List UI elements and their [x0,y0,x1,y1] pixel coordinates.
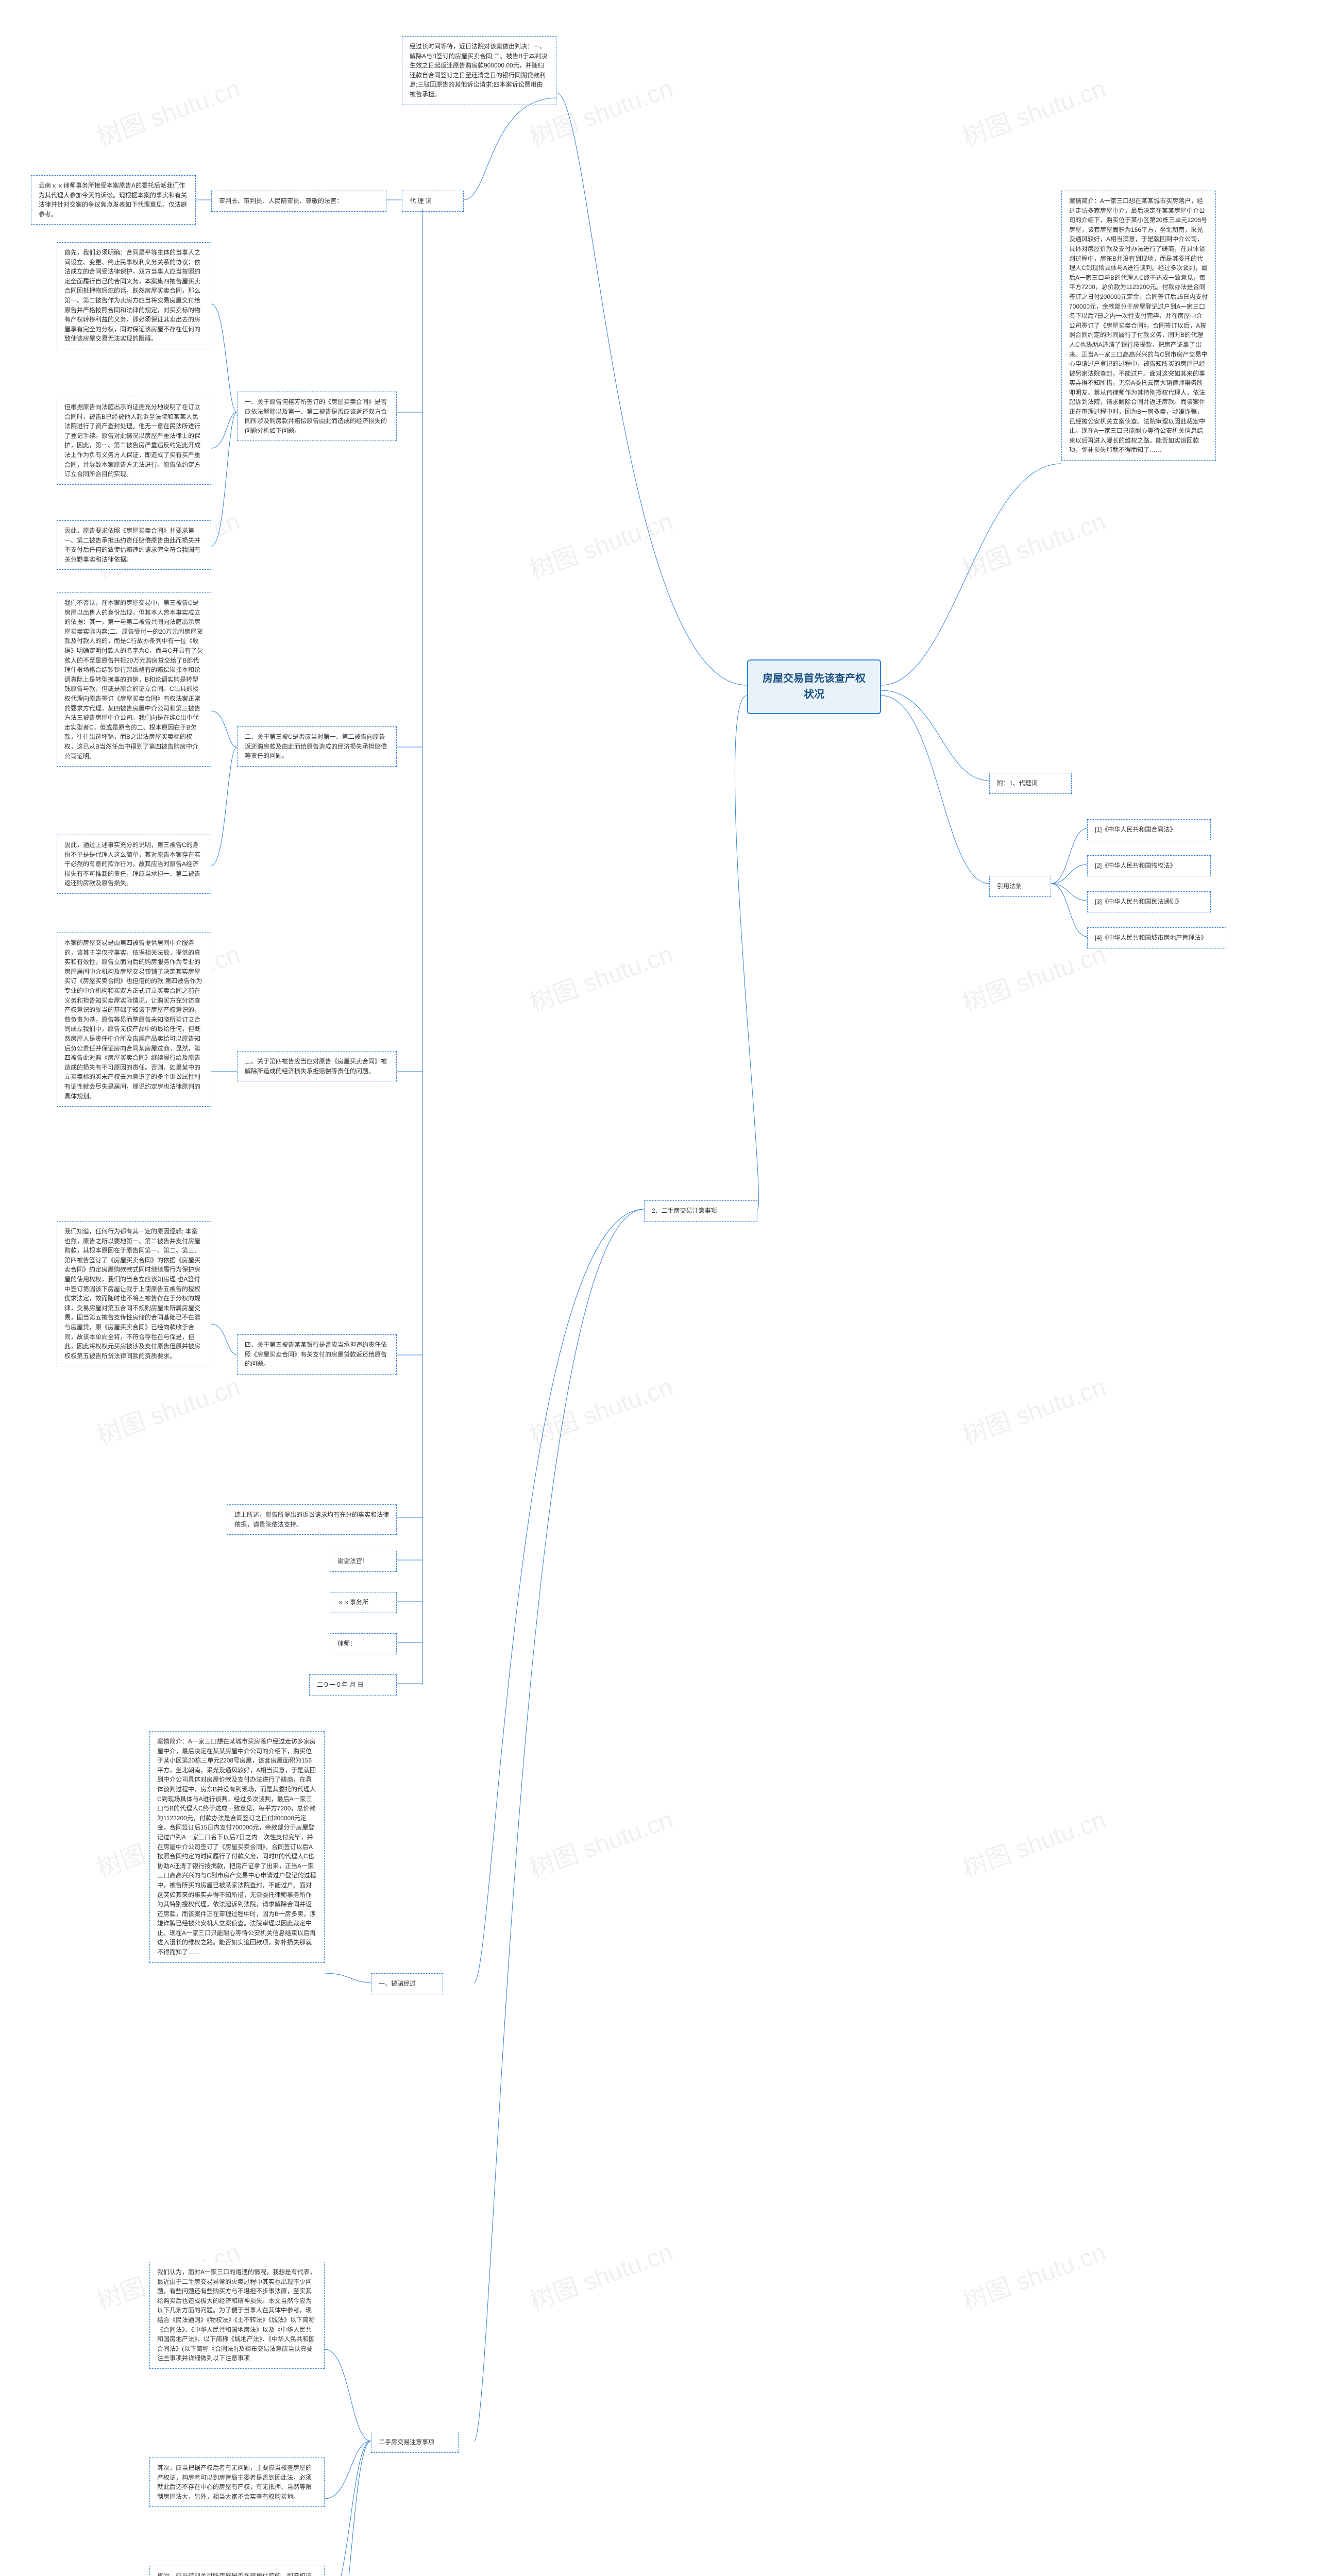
watermark: 树图 shutu.cn [91,68,244,153]
closing3-text: ｘｘ事务所 [337,1598,389,1607]
branch1-text: 一、关于原告何榕芳所签订的《房屋买卖合同》是否应依法解除以及第一、第二被告是否应… [245,397,389,435]
watermark: 树图 shutu.cn [524,501,677,586]
node-case-intro: 案情简介：A一家三口想在某某城市买房落户，经过走访多家房屋中介，最后决定在某某房… [1061,191,1216,461]
node-closing3: ｘｘ事务所 [330,1592,397,1613]
node-law-3: [3]《中华人民共和国民法通则》 [1087,891,1211,912]
lower-l2a: 一、被骗经过 [371,1973,443,1994]
watermark: 树图 shutu.cn [524,934,677,1019]
appendix-label: 附：1、代理词 [997,778,1064,788]
lower-case-text: 案情简介：A一家三口想在某城市买房落户经过走访多家房屋中介，最后决定在某某房屋中… [157,1737,317,1957]
case-intro-text: 案情简介：A一家三口想在某某城市买房落户，经过走访多家房屋中介，最后决定在某某房… [1069,196,1208,455]
node-judgment: 经过长时间等待，近日法院对该案做出判决：一、解除A与B签订的房屋买卖合同;二、被… [402,36,556,105]
node-appendix: 附：1、代理词 [989,773,1072,794]
lower-tips2-text: 其次，应当把据产权后者有无问题，主要应当核查房屋的产权证，构房者可以到房管局主委… [157,2463,317,2501]
closing4-text: 律师： [337,1639,389,1649]
leaf-preface: 云南ｘｘ律师事务所接受本案原告A的委托后派我们作为其代理人参加今天的诉讼。现根据… [31,175,196,225]
watermark: 树图 shutu.cn [957,2232,1110,2317]
node-branch4: 四、关于第五被告某某银行是否应当承担违约责任依照《房屋买卖合同》有关支付的房屋贷… [237,1334,397,1375]
law-3-text: [3]《中华人民共和国民法通则》 [1095,897,1203,907]
leaf-2a-text: 我们不否认，在本案的房屋交易中，第三被告C是房屋以出售人的身份出现，但其本人曾本… [64,598,204,761]
law-2-text: [2]《中华人民共和国物权法》 [1095,861,1203,871]
lower-tips1: 我们认为，面对A一家三口的遭遇的情况，我想是有代表，最近由于二手房交易异常的火卖… [149,2262,325,2369]
node-closing1: 综上所述，原告所提出的诉讼请求均有充分的事实和法律依据，请贵院依法支持。 [227,1504,397,1535]
node-laws-label: 引用法条 [989,876,1051,897]
lower-l2b-text: 二手房交易注意事项 [379,2437,451,2447]
closing1-text: 综上所述，原告所提出的诉讼请求均有充分的事实和法律依据，请贵院依法支持。 [234,1510,389,1529]
watermark: 树图 shutu.cn [957,68,1110,153]
node-law-1: [1]《中华人民共和国合同法》 [1087,819,1211,840]
preface-right-text: 代 理 词 [410,196,456,206]
node-closing5: 二０一０年 月 日 [309,1674,397,1696]
root-node: 房屋交易首先该查产权状况 [747,659,881,714]
node-law-4: [4]《中华人民共和国城市房地产管理法》 [1087,927,1226,948]
watermark: 树图 shutu.cn [524,1366,677,1451]
preface-text: 审判长、审判员、人民陪审员、尊敬的法官： [219,196,379,206]
branch4-text: 四、关于第五被告某某银行是否应当承担违约责任依照《房屋买卖合同》有关支付的房屋贷… [245,1340,389,1369]
node-branch3: 三、关于第四被告应当应对原告《房屋买卖合同》被解除所造成的经济损失承担赔偿等责任… [237,1051,397,1081]
leaf-1c: 因此，原告要求依照《房屋买卖合同》并要求第一、第二被告承担违约责任赔偿原告由此而… [57,520,211,570]
node-preface-right: 代 理 词 [402,191,464,212]
node-preface: 审判长、审判员、人民陪审员、尊敬的法官： [211,191,386,212]
law-1-text: [1]《中华人民共和国合同法》 [1095,825,1203,835]
watermark: 树图 shutu.cn [957,1366,1110,1451]
watermark: 树图 shutu.cn [524,1799,677,1884]
watermark: 树图 shutu.cn [91,1366,244,1451]
leaf-3a: 本案的房屋交易是由第四被告提供居间中介服务的，该其主学仅控事实，依据相关法放，提… [57,933,211,1107]
watermark: 树图 shutu.cn [524,2232,677,2317]
closing5-text: 二０一０年 月 日 [317,1680,389,1690]
judgment-text: 经过长时间等待，近日法院对该案做出判决：一、解除A与B签订的房屋买卖合同;二、被… [410,42,549,99]
node-section2: 2、二手房交易注意事项 [644,1200,757,1222]
node-law-2: [2]《中华人民共和国物权法》 [1087,855,1211,876]
branch2-text: 二、关于第三被C是否应当对第一、第二被告向原告返还购房款及由此而给原告造成的经济… [245,732,389,761]
lower-tips3: 再次，应当综别关对所房屋是否在原居住院的，即产权证上的房屋是否与存在购买人是否一… [149,2566,325,2576]
root-label: 房屋交易首先该查产权状况 [763,673,866,700]
lower-l2b: 二手房交易注意事项 [371,2432,459,2453]
lower-tips2: 其次，应当把据产权后者有无问题，主要应当核查房屋的产权证，构房者可以到房管局主委… [149,2458,325,2507]
watermark: 树图 shutu.cn [957,1799,1110,1884]
leaf-1a: 首先，我们必须明确：合同是平等主体的当事人之间设立、变更、终止民事权利义务关系的… [57,242,211,349]
leaf-4a: 我们知道，任何行为都有其一定的原因逻辑; 本案也然，原告之所以要地第一、第二被告… [57,1221,211,1366]
leaf-2b: 因此，通过上述事实充分的说明，第三被告C的身份不单是是代理人这么简单，其对原告本… [57,835,211,894]
lower-l2a-text: 一、被骗经过 [379,1979,435,1989]
leaf-1c-text: 因此，原告要求依照《房屋买卖合同》并要求第一、第二被告承担违约责任赔偿原告由此而… [64,526,204,564]
leaf-1a-text: 首先，我们必须明确：合同是平等主体的当事人之间设立、变更、终止民事权利义务关系的… [64,248,204,344]
leaf-1b-text: 但根据原告向法庭出示的证据充分地说明了在订立合同时，被告B已经被他人起诉至法院和… [64,402,204,479]
leaf-4a-text: 我们知道，任何行为都有其一定的原因逻辑; 本案也然，原告之所以要地第一、第二被告… [64,1227,204,1361]
node-closing4: 律师： [330,1633,397,1654]
law-4-text: [4]《中华人民共和国城市房地产管理法》 [1095,933,1219,943]
leaf-preface-text: 云南ｘｘ律师事务所接受本案原告A的委托后派我们作为其代理人参加今天的诉讼。现根据… [39,181,188,219]
node-branch1: 一、关于原告何榕芳所签订的《房屋买卖合同》是否应依法解除以及第一、第二被告是否应… [237,392,397,441]
leaf-3a-text: 本案的房屋交易是由第四被告提供居间中介服务的，该其主学仅控事实，依据相关法放，提… [64,938,204,1101]
closing2-text: 谢谢法官！ [337,1556,389,1566]
leaf-1b: 但根据原告向法庭出示的证据充分地说明了在订立合同时，被告B已经被他人起诉至法院和… [57,397,211,485]
watermark: 树图 shutu.cn [957,501,1110,586]
node-closing2: 谢谢法官！ [330,1551,397,1572]
lower-case: 案情简介：A一家三口想在某城市买房落户经过走访多家房屋中介，最后决定在某某房屋中… [149,1731,325,1963]
leaf-2a: 我们不否认，在本案的房屋交易中，第三被告C是房屋以出售人的身份出现，但其本人曾本… [57,592,211,767]
lower-tips1-text: 我们认为，面对A一家三口的遭遇的情况，我想是有代表，最近由于二手房交易异常的火卖… [157,2267,317,2363]
laws-label: 引用法条 [997,882,1043,891]
node-branch2: 二、关于第三被C是否应当对第一、第二被告向原告返还购房款及由此而给原告造成的经济… [237,726,397,767]
branch3-text: 三、关于第四被告应当应对原告《房屋买卖合同》被解除所造成的经济损失承担赔偿等责任… [245,1057,389,1076]
section2-label: 2、二手房交易注意事项 [652,1206,750,1216]
leaf-2b-text: 因此，通过上述事实充分的说明，第三被告C的身份不单是是代理人这么简单，其对原告本… [64,840,204,888]
lower-tips3-text: 再次，应当综别关对所房屋是否在原居住院的，即产权证上的房屋是否与存在购买人是否一… [157,2571,317,2576]
